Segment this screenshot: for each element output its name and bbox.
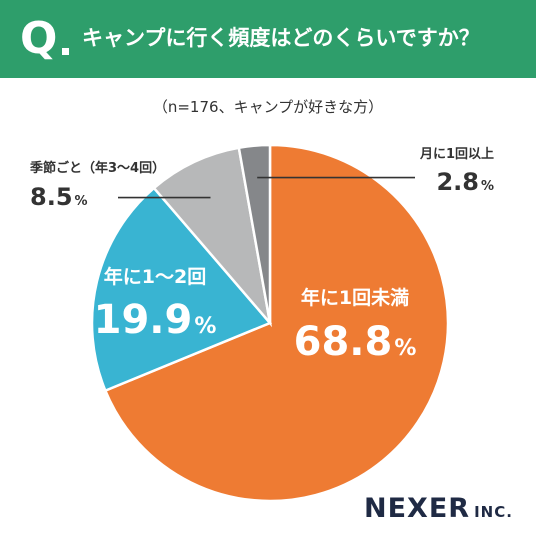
pie-slice-2	[90, 186, 273, 393]
slice-label-3: 季節ごと（年3～4回）	[29, 160, 165, 176]
pie-slice-4	[237, 143, 272, 324]
slice-label-4: 月に1回以上	[419, 147, 494, 162]
slice-label-2: 年に1～2回	[104, 265, 206, 288]
sample-note: （n=176、キャンプが好きな方）	[152, 98, 384, 116]
pie-slice-1	[103, 143, 450, 503]
slice-value-2: 19.9%	[94, 297, 217, 343]
question-mark-q: Q	[20, 13, 58, 64]
logo-sub-text: INC.	[474, 503, 513, 521]
slice-value-4: 2.8%	[436, 168, 494, 196]
logo-main-text: NEXER	[364, 493, 471, 524]
header-banner: Q キャンプに行く頻度はどのくらいですか？	[0, 0, 536, 78]
q-dot	[62, 48, 69, 55]
slice-value-3: 8.5%	[30, 183, 88, 211]
slice-label-1: 年に1回未満	[301, 286, 409, 309]
question-title: キャンプに行く頻度はどのくらいですか？	[82, 26, 480, 50]
slice-value-1: 68.8%	[294, 319, 417, 365]
pie-slice-3	[152, 146, 273, 328]
nexer-logo: NEXER INC.	[364, 493, 513, 524]
